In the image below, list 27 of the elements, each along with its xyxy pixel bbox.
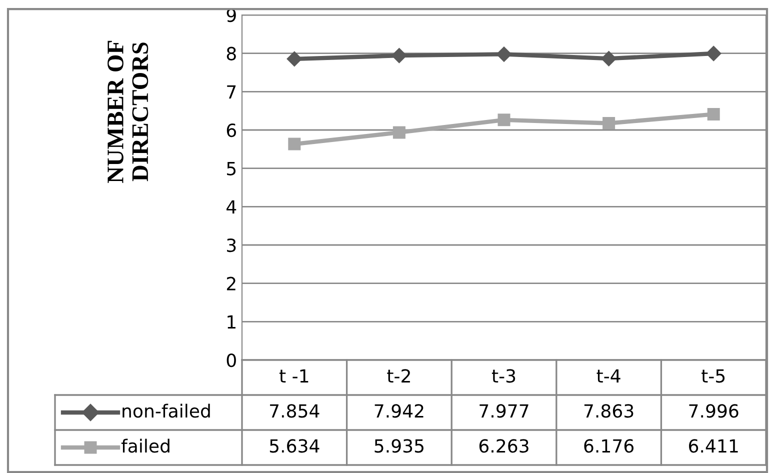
data-label: 7.942 <box>374 404 424 418</box>
y-tick-label: 3 <box>227 238 236 252</box>
y-tick-label: 2 <box>226 276 236 290</box>
x-tick-label: t-4 <box>596 369 620 382</box>
data-label: 6.411 <box>689 439 738 453</box>
x-tick-label: t-3 <box>492 369 516 383</box>
data-label: 6.263 <box>479 439 528 453</box>
y-tick-label: 6 <box>226 123 236 138</box>
y-tick-label: 1 <box>228 315 236 329</box>
legend-label: failed <box>121 438 170 453</box>
y-tick-label: 7 <box>227 85 236 99</box>
data-label: 5.634 <box>270 439 320 453</box>
data-label: 7.863 <box>584 404 634 418</box>
y-tick-label: 0 <box>226 353 236 368</box>
y-axis-title: NUMBER OF DIRECTORS <box>108 40 148 183</box>
x-tick-label: t-5 <box>702 369 725 383</box>
y-tick-label: 4 <box>226 200 236 214</box>
x-tick-label: t-2 <box>387 369 410 382</box>
data-label: 5.935 <box>374 439 424 453</box>
legend-label: non-failed <box>122 404 210 418</box>
data-label: 7.996 <box>689 404 738 418</box>
y-tick-label: 8 <box>226 46 236 60</box>
data-label: 7.977 <box>480 404 528 418</box>
data-label: 7.854 <box>270 404 320 418</box>
y-tick-label: 5 <box>227 162 236 176</box>
data-label: 6.176 <box>584 439 634 453</box>
x-tick-label: t -1 <box>279 369 308 382</box>
